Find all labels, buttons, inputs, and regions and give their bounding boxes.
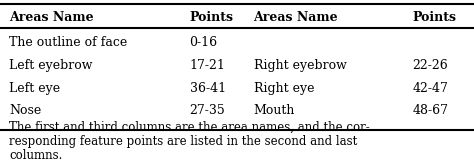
Text: Right eyebrow: Right eyebrow [254,59,346,72]
Text: Areas Name: Areas Name [254,11,338,23]
Text: Areas Name: Areas Name [9,11,94,23]
Text: Mouth: Mouth [254,104,295,117]
Text: Left eyebrow: Left eyebrow [9,59,93,72]
Text: Left eye: Left eye [9,82,61,95]
Text: responding feature points are listed in the second and last: responding feature points are listed in … [9,135,358,148]
Text: 36-41: 36-41 [190,82,226,95]
Text: 42-47: 42-47 [412,82,448,95]
Text: Points: Points [190,11,234,23]
Text: Points: Points [412,11,456,23]
Text: The first and third columns are the area names, and the cor-: The first and third columns are the area… [9,121,370,134]
Text: 27-35: 27-35 [190,104,225,117]
Text: 22-26: 22-26 [412,59,448,72]
Text: 0-16: 0-16 [190,36,218,49]
Text: Nose: Nose [9,104,42,117]
Text: columns.: columns. [9,149,63,162]
Text: 48-67: 48-67 [412,104,448,117]
Text: 17-21: 17-21 [190,59,226,72]
Text: The outline of face: The outline of face [9,36,128,49]
Text: Right eye: Right eye [254,82,314,95]
